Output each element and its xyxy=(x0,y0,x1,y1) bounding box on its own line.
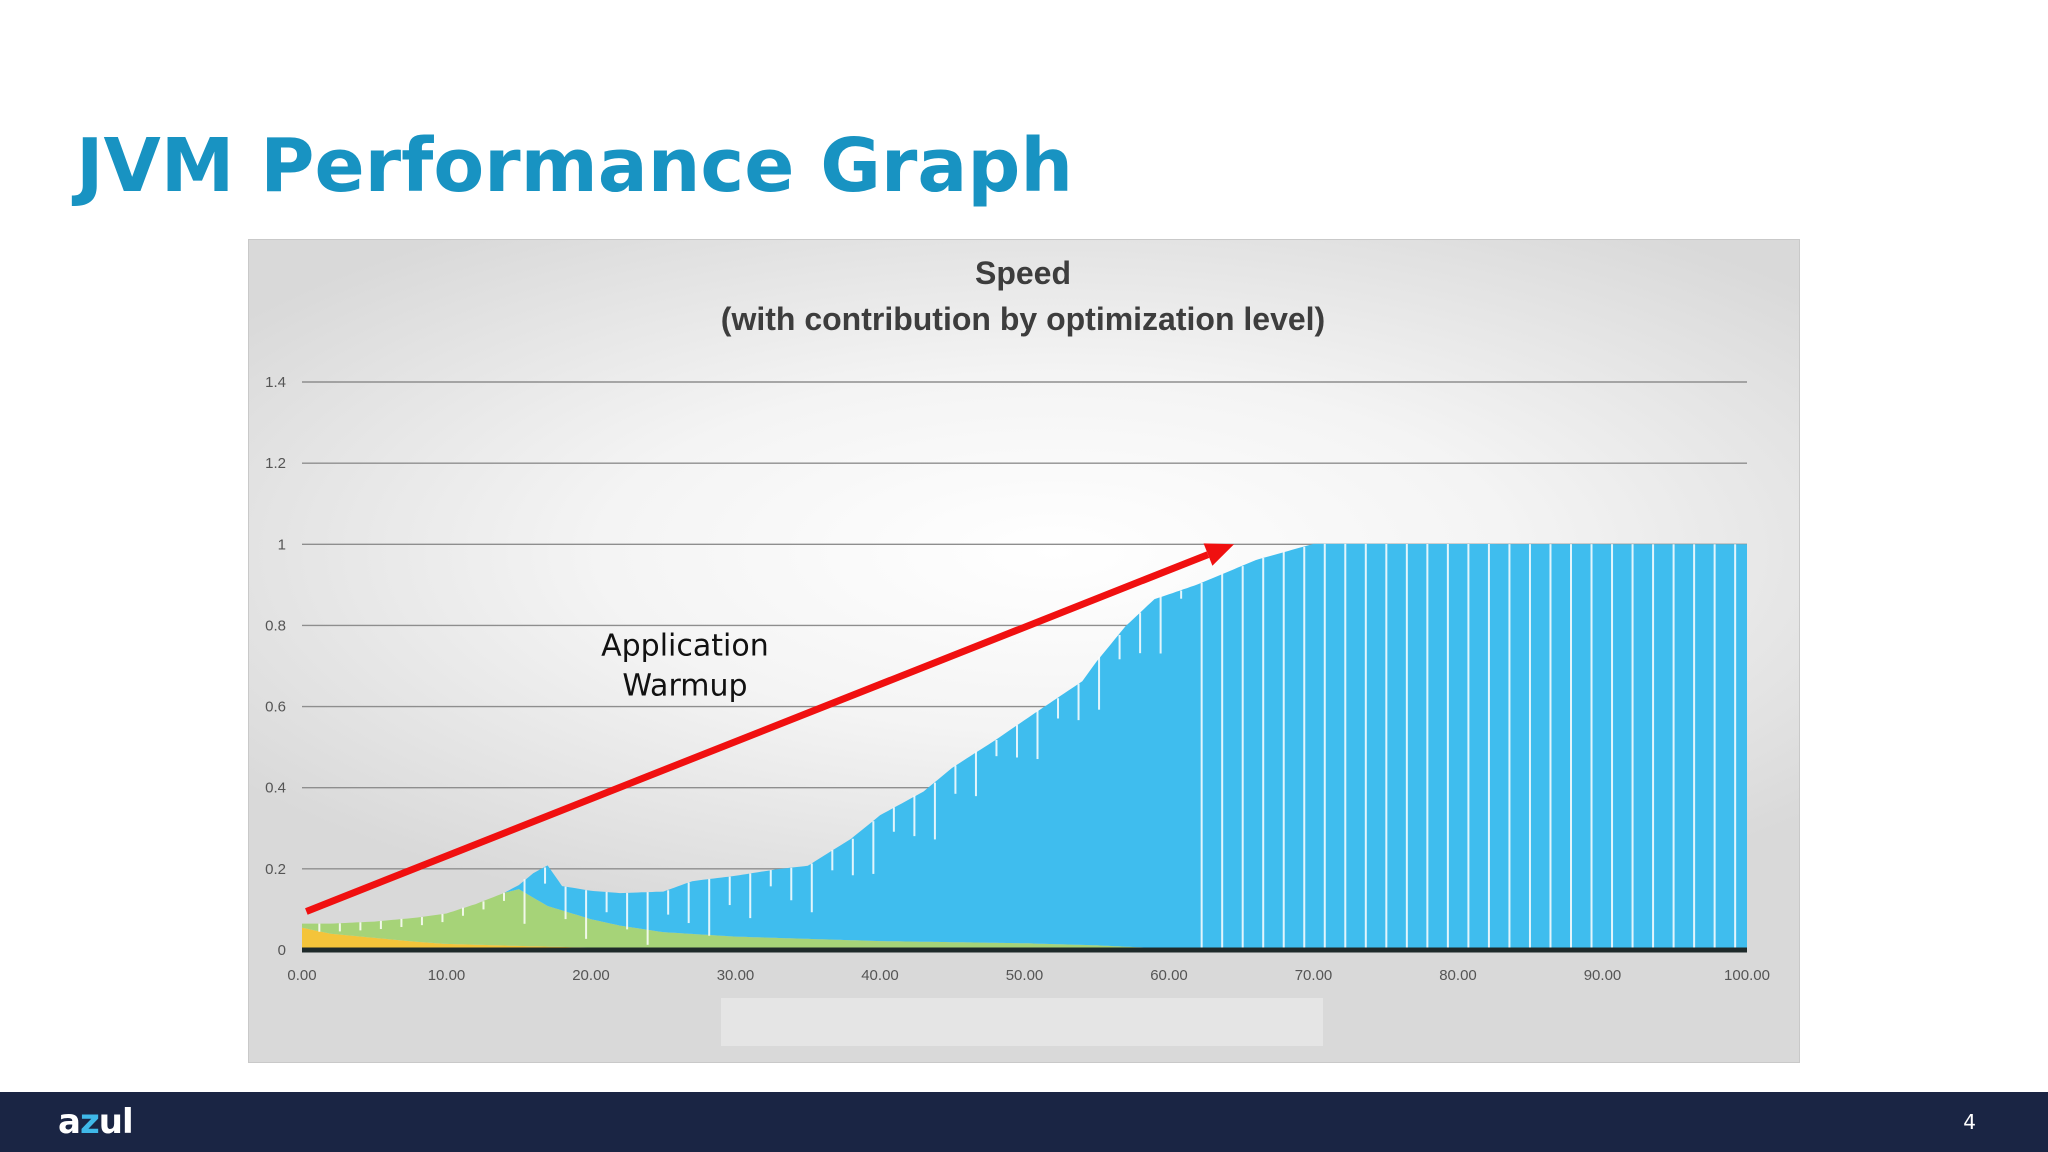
x-tick-label: 80.00 xyxy=(1439,967,1477,984)
x-tick-label: 60.00 xyxy=(1150,967,1188,984)
y-tick-label: 0.6 xyxy=(265,699,286,716)
warmup-arrow-head xyxy=(1203,543,1235,566)
x-tick-label: 30.00 xyxy=(717,967,755,984)
footer-bar: azul 4 xyxy=(0,1092,2048,1152)
x-tick-label: 20.00 xyxy=(572,967,610,984)
x-tick-label: 40.00 xyxy=(861,967,899,984)
annotation-label-line: Warmup xyxy=(622,669,747,704)
chart-frame: Speed (with contribution by optimization… xyxy=(248,239,1800,1063)
x-tick-label: 100.00 xyxy=(1724,967,1770,984)
y-tick-label: 0.4 xyxy=(265,780,286,797)
y-tick-label: 1.2 xyxy=(265,455,286,472)
y-tick-label: 0 xyxy=(278,942,286,959)
x-tick-label: 50.00 xyxy=(1006,967,1044,984)
y-tick-label: 1.4 xyxy=(265,374,286,391)
blank-legend-area xyxy=(721,998,1323,1046)
y-tick-label: 0.8 xyxy=(265,617,286,634)
chart-title: Speed xyxy=(975,255,1071,291)
x-tick-label: 70.00 xyxy=(1295,967,1333,984)
slide-title: JVM Performance Graph xyxy=(76,123,1074,209)
gridlines xyxy=(302,381,1747,870)
y-tick-label: 1 xyxy=(278,536,286,553)
annotation-label-line: Application xyxy=(601,629,769,664)
warmup-arrow xyxy=(305,551,1210,915)
x-tick-label: 90.00 xyxy=(1584,967,1622,984)
speed-chart: Speed (with contribution by optimization… xyxy=(265,255,1770,1046)
x-tick-label: 10.00 xyxy=(428,967,466,984)
azul-logo: azul xyxy=(58,1102,134,1142)
annotation: Application Warmup xyxy=(305,543,1235,915)
sample-gaps xyxy=(318,543,1737,950)
y-axis-ticks: 0 0.2 0.4 0.6 0.8 1 1.2 1.4 xyxy=(265,374,286,959)
series-area-1 xyxy=(302,889,1747,950)
chart-subtitle: (with contribution by optimization level… xyxy=(721,301,1325,337)
y-tick-label: 0.2 xyxy=(265,861,286,878)
x-axis-ticks: 0.00 10.00 20.00 30.00 40.00 50.00 60.00 70.00 8… xyxy=(287,967,1770,984)
x-tick-label: 0.00 xyxy=(287,967,316,984)
page-number: 4 xyxy=(1963,1110,1976,1134)
